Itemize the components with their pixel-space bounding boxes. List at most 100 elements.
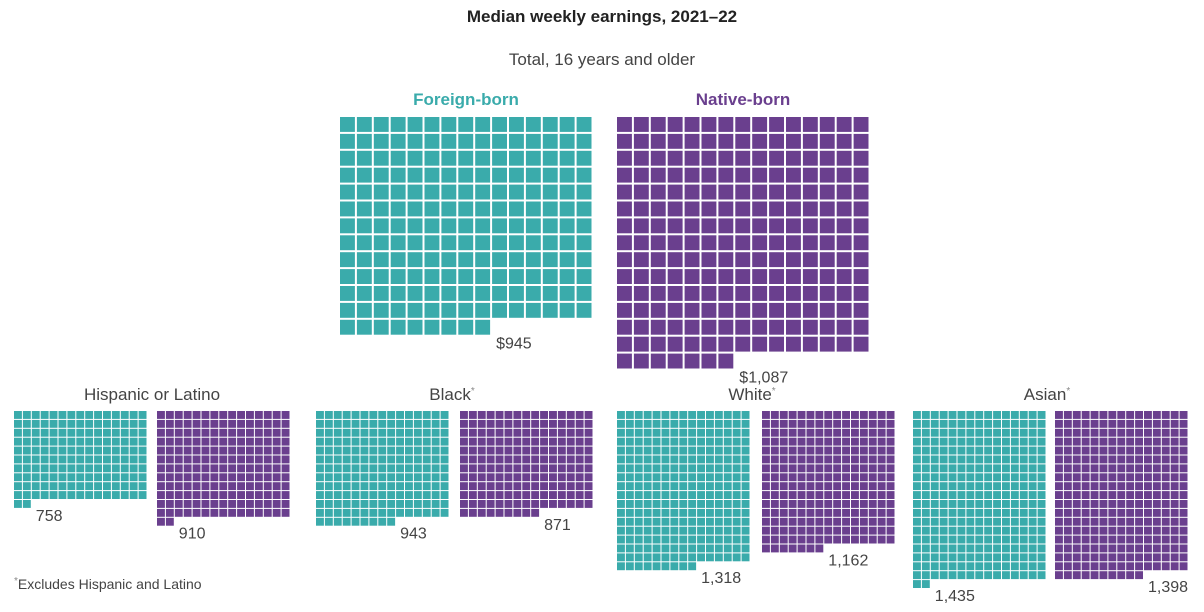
waffle-square <box>183 446 192 455</box>
waffle-square <box>575 455 584 464</box>
waffle-square <box>1161 446 1170 455</box>
waffle-square <box>559 150 575 166</box>
waffle-square <box>993 535 1001 544</box>
waffle-square <box>806 482 815 491</box>
waffle-square <box>76 411 85 419</box>
waffle-square <box>697 526 705 535</box>
waffle-square <box>129 455 138 464</box>
waffle-square <box>373 184 389 200</box>
value-label-waffle-total-native-born: $1,087 <box>739 370 788 387</box>
waffle-square <box>210 411 219 419</box>
waffle-square <box>219 437 228 446</box>
waffle-square <box>1126 571 1135 580</box>
value-label-waffle-asian-native-born: 1,398 <box>1148 579 1188 596</box>
waffle-square <box>1072 526 1081 535</box>
waffle-square <box>617 218 632 234</box>
waffle-square <box>1081 526 1090 535</box>
waffle-square <box>1002 544 1010 553</box>
waffle-square <box>1117 571 1126 580</box>
waffle-square <box>993 491 1001 499</box>
waffle-square <box>842 437 850 446</box>
waffle-square <box>424 117 440 132</box>
waffle-square <box>351 411 360 419</box>
waffle-square <box>688 419 697 428</box>
waffle-square <box>422 500 431 508</box>
waffle-square <box>183 473 192 482</box>
waffle-square <box>1108 562 1117 571</box>
waffle-square <box>522 482 531 491</box>
waffle-square <box>85 464 94 473</box>
waffle-square <box>1170 482 1179 491</box>
waffle-square <box>575 500 584 508</box>
waffle-square <box>697 553 705 562</box>
waffle-square <box>1072 464 1081 473</box>
waffle-square <box>806 446 815 455</box>
waffle-square <box>797 508 806 517</box>
waffle-square <box>1126 535 1135 544</box>
waffle-square <box>993 500 1001 508</box>
waffle-square <box>975 500 984 508</box>
waffle-square <box>85 411 94 419</box>
waffle-square <box>788 411 797 419</box>
waffle-square <box>1099 562 1108 571</box>
waffle-square <box>836 269 852 284</box>
waffle-square <box>1019 508 1028 517</box>
waffle-square <box>120 464 129 473</box>
waffle-square <box>625 446 634 455</box>
waffle-square <box>957 491 966 499</box>
waffle-square <box>575 491 584 499</box>
waffle-square <box>1108 535 1117 544</box>
waffle-square <box>714 508 723 517</box>
waffle-square <box>103 455 111 464</box>
waffle-square <box>584 411 593 419</box>
waffle-square <box>957 544 966 553</box>
waffle-square <box>824 473 833 482</box>
waffle-square <box>49 473 58 482</box>
waffle-square <box>1152 455 1161 464</box>
waffle-square <box>921 473 930 482</box>
waffle-square <box>625 473 634 482</box>
waffle-square <box>1126 562 1135 571</box>
waffle-square <box>1028 571 1037 580</box>
waffle-square <box>762 500 770 508</box>
waffle-square <box>732 446 741 455</box>
waffle-square <box>492 252 507 268</box>
waffle-square <box>387 491 396 499</box>
waffle-square <box>877 437 886 446</box>
waffle-square <box>701 252 717 268</box>
waffle-square <box>966 473 975 482</box>
waffle-square <box>1152 535 1161 544</box>
waffle-square <box>957 482 966 491</box>
waffle-square <box>718 133 734 149</box>
waffle-square <box>431 491 440 499</box>
waffle-square <box>957 428 966 437</box>
waffle-square <box>1170 544 1179 553</box>
waffle-square <box>634 455 643 464</box>
waffle-square <box>549 428 557 437</box>
waffle-square <box>111 482 120 491</box>
waffle-square <box>1002 517 1010 526</box>
waffle-square <box>76 428 85 437</box>
waffle-square <box>859 517 868 526</box>
waffle-square <box>407 235 423 251</box>
waffle-square <box>1037 553 1046 562</box>
waffle-square <box>1019 491 1028 499</box>
waffle-square <box>165 473 174 482</box>
waffle-square <box>1108 437 1117 446</box>
waffle-square <box>1108 526 1117 535</box>
waffle-square <box>684 117 700 132</box>
waffle-square <box>1144 562 1152 571</box>
waffle-square <box>921 411 930 419</box>
waffle-square <box>957 562 966 571</box>
waffle-square <box>797 411 806 419</box>
waffle-square <box>634 473 643 482</box>
waffle-square <box>458 269 474 284</box>
waffle-square <box>1179 473 1188 482</box>
waffle-square <box>373 302 389 318</box>
waffle-square <box>735 336 751 352</box>
group-label-asian: Asian* <box>1024 385 1071 404</box>
waffle-square <box>819 150 835 166</box>
waffle-square <box>921 455 930 464</box>
waffle-square <box>714 455 723 464</box>
waffle-square <box>360 491 369 499</box>
